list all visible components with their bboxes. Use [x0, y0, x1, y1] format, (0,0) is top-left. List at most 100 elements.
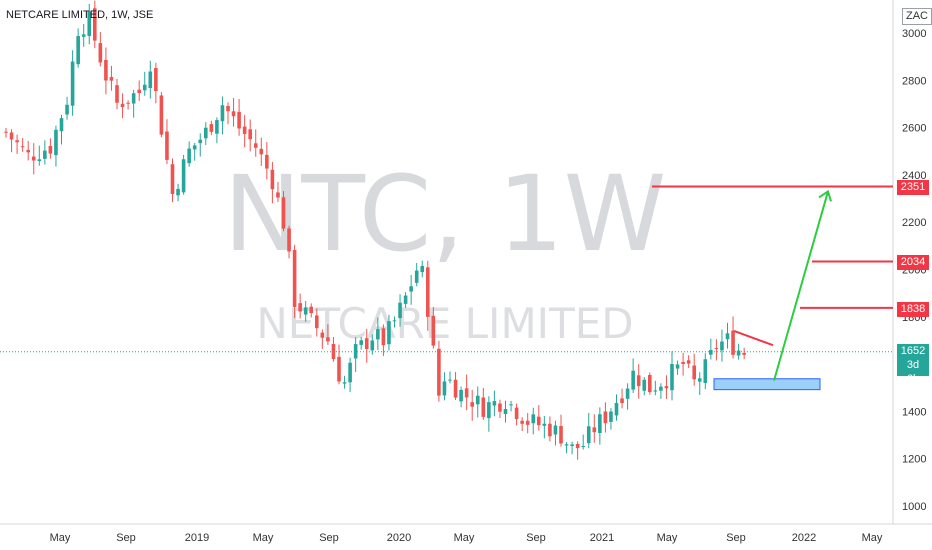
candle-body: [603, 411, 608, 424]
candle-body: [298, 303, 302, 312]
candle-body: [26, 149, 30, 153]
candle-body: [403, 295, 408, 304]
candle-body: [253, 143, 258, 148]
candle-body: [414, 270, 419, 283]
candle-body: [520, 420, 524, 424]
candle-body: [215, 120, 219, 134]
candle-body: [20, 146, 25, 148]
x-tick-label: Sep: [319, 532, 339, 544]
candle-body: [242, 126, 247, 134]
candle-body: [303, 307, 308, 315]
candle-body: [326, 337, 330, 342]
candle-body: [720, 341, 724, 351]
candle-body: [703, 359, 708, 384]
candle-body: [381, 328, 386, 346]
target-tag-2351: 2351: [897, 180, 929, 195]
candle-body: [620, 398, 624, 404]
watermark-symbol: NTC, 1W: [224, 153, 667, 275]
candle-body: [220, 105, 225, 122]
candle-body: [581, 446, 585, 448]
candle-body: [187, 148, 191, 164]
candle-body: [392, 320, 397, 322]
candle-body: [93, 8, 97, 41]
candle-body: [15, 140, 19, 143]
candle-body: [37, 159, 42, 162]
candle-body: [681, 362, 685, 364]
y-tick-label: 2400: [902, 170, 926, 182]
candle-body: [115, 85, 119, 103]
candle-body: [742, 352, 746, 355]
candle-body: [420, 265, 425, 273]
candle-body: [559, 425, 563, 444]
x-tick-label: Sep: [726, 532, 746, 544]
candle-body: [664, 386, 669, 389]
candle-body: [697, 378, 702, 382]
y-tick-label: 1200: [902, 454, 926, 466]
x-tick-label: May: [657, 532, 678, 544]
descending-trendline: [733, 330, 774, 347]
candle-body: [514, 407, 519, 420]
candle-body: [553, 425, 558, 435]
candle-body: [736, 350, 741, 356]
candle-body: [598, 414, 602, 433]
candle-body: [586, 426, 591, 444]
last-price-value: 1652: [900, 345, 926, 357]
x-tick-label: 2021: [590, 532, 614, 544]
currency-label[interactable]: ZAC: [902, 8, 932, 25]
candle-body: [65, 104, 69, 115]
candle-body: [170, 164, 175, 194]
y-tick-label: 3000: [902, 28, 926, 40]
candle-body: [503, 409, 508, 415]
support-zone: [713, 378, 821, 391]
candle-body: [59, 118, 64, 132]
candle-body: [176, 188, 180, 196]
candle-body: [364, 338, 369, 350]
candle-body: [237, 111, 241, 129]
candle-body: [453, 379, 458, 398]
candle-body: [204, 127, 208, 139]
candle-body: [259, 148, 264, 155]
candle-body: [525, 420, 530, 425]
candle-body: [437, 348, 441, 396]
candle-body: [442, 381, 447, 396]
candle-body: [9, 132, 14, 140]
y-tick-label: 1400: [902, 406, 926, 418]
candle-body: [387, 321, 391, 345]
candle-body: [537, 416, 541, 426]
candle-body: [492, 401, 497, 406]
candle-body: [631, 370, 635, 390]
candle-body: [54, 129, 58, 156]
candle-body: [531, 414, 536, 424]
candle-body: [686, 360, 691, 364]
candle-body: [509, 404, 513, 406]
y-tick-label: 2800: [902, 75, 926, 87]
candle-body: [353, 344, 358, 359]
candle-body: [209, 124, 214, 132]
candle-body: [281, 197, 286, 229]
candle-body: [642, 379, 647, 391]
candle-body: [337, 356, 341, 382]
candle-body: [270, 169, 275, 190]
candle-body: [4, 131, 8, 133]
candle-body: [409, 286, 413, 292]
candle-body: [292, 249, 297, 307]
chart-title: NETCARE LIMITED, 1W, JSE: [6, 9, 154, 21]
candle-body: [142, 84, 147, 91]
candle-body: [609, 411, 613, 422]
candle-body: [265, 154, 269, 169]
candle-body: [659, 386, 663, 391]
candle-body: [309, 306, 314, 314]
candle-body: [459, 389, 463, 402]
candle-body: [592, 427, 597, 433]
x-tick-label: May: [253, 532, 274, 544]
last-price-tag: 1652 3d 6h: [897, 344, 929, 385]
x-tick-label: Sep: [116, 532, 136, 544]
candle-body: [487, 402, 491, 419]
candle-body: [370, 340, 375, 351]
candle-body: [120, 103, 125, 108]
candle-body: [575, 443, 580, 449]
y-tick-label: 2600: [902, 123, 926, 135]
candle-body: [625, 388, 630, 399]
x-tick-label: May: [454, 532, 475, 544]
